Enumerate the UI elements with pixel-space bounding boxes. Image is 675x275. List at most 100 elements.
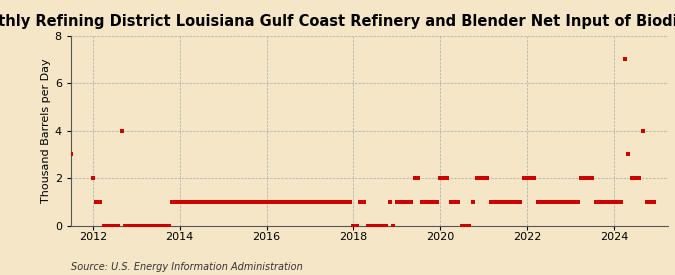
Point xyxy=(387,223,398,228)
Point xyxy=(138,223,148,228)
Point xyxy=(200,200,211,204)
Point xyxy=(446,200,456,204)
Point xyxy=(479,176,489,180)
Point xyxy=(493,200,504,204)
Point xyxy=(634,176,645,180)
Point xyxy=(131,223,142,228)
Point xyxy=(569,200,580,204)
Point xyxy=(286,200,297,204)
Point xyxy=(211,200,221,204)
Point xyxy=(352,223,362,228)
Point xyxy=(384,200,395,204)
Point xyxy=(312,200,323,204)
Point xyxy=(638,128,649,133)
Point xyxy=(362,223,373,228)
Point xyxy=(439,176,450,180)
Point xyxy=(649,200,659,204)
Point xyxy=(450,200,460,204)
Point xyxy=(583,176,594,180)
Point xyxy=(514,200,525,204)
Point xyxy=(232,200,243,204)
Point xyxy=(113,223,124,228)
Text: Source: U.S. Energy Information Administration: Source: U.S. Energy Information Administ… xyxy=(71,262,302,272)
Point xyxy=(120,223,131,228)
Point xyxy=(337,200,348,204)
Point xyxy=(254,200,265,204)
Point xyxy=(236,200,246,204)
Point xyxy=(290,200,301,204)
Point xyxy=(431,200,442,204)
Point xyxy=(348,223,359,228)
Point xyxy=(579,176,590,180)
Point xyxy=(496,200,507,204)
Point xyxy=(250,200,261,204)
Point xyxy=(475,176,485,180)
Point xyxy=(576,176,587,180)
Point xyxy=(160,223,171,228)
Point xyxy=(167,200,178,204)
Point xyxy=(145,223,156,228)
Point xyxy=(630,176,641,180)
Point xyxy=(333,200,344,204)
Point xyxy=(246,200,257,204)
Point xyxy=(91,200,102,204)
Point xyxy=(153,223,163,228)
Point xyxy=(174,200,185,204)
Point xyxy=(511,200,522,204)
Point xyxy=(366,223,377,228)
Point xyxy=(468,200,479,204)
Point xyxy=(587,176,597,180)
Point xyxy=(214,200,225,204)
Point xyxy=(601,200,612,204)
Point xyxy=(373,223,384,228)
Point xyxy=(626,176,637,180)
Point xyxy=(102,223,113,228)
Point xyxy=(207,200,217,204)
Point xyxy=(109,223,119,228)
Point xyxy=(547,200,558,204)
Y-axis label: Thousand Barrels per Day: Thousand Barrels per Day xyxy=(40,58,51,203)
Point xyxy=(623,152,634,156)
Point xyxy=(424,200,435,204)
Point xyxy=(98,223,109,228)
Point xyxy=(558,200,569,204)
Point xyxy=(435,176,446,180)
Point xyxy=(298,200,308,204)
Point xyxy=(315,200,326,204)
Point xyxy=(453,200,464,204)
Point xyxy=(268,200,279,204)
Point xyxy=(163,223,174,228)
Point xyxy=(482,176,493,180)
Point xyxy=(398,200,409,204)
Point xyxy=(196,200,207,204)
Point xyxy=(381,223,392,228)
Point xyxy=(471,176,482,180)
Point xyxy=(489,200,500,204)
Point xyxy=(529,176,539,180)
Point xyxy=(645,200,655,204)
Point xyxy=(323,200,333,204)
Point xyxy=(178,200,189,204)
Point xyxy=(442,176,453,180)
Point xyxy=(392,200,402,204)
Point xyxy=(508,200,518,204)
Point xyxy=(171,200,182,204)
Point xyxy=(225,200,236,204)
Point xyxy=(485,200,496,204)
Point xyxy=(522,176,533,180)
Point xyxy=(504,200,514,204)
Point xyxy=(421,200,431,204)
Point xyxy=(355,200,366,204)
Point xyxy=(395,200,406,204)
Point xyxy=(518,176,529,180)
Point xyxy=(410,176,421,180)
Point xyxy=(572,200,583,204)
Point xyxy=(188,200,199,204)
Point xyxy=(149,223,160,228)
Point xyxy=(597,200,608,204)
Point xyxy=(616,200,626,204)
Point xyxy=(182,200,192,204)
Point xyxy=(605,200,616,204)
Point xyxy=(377,223,387,228)
Point xyxy=(543,200,554,204)
